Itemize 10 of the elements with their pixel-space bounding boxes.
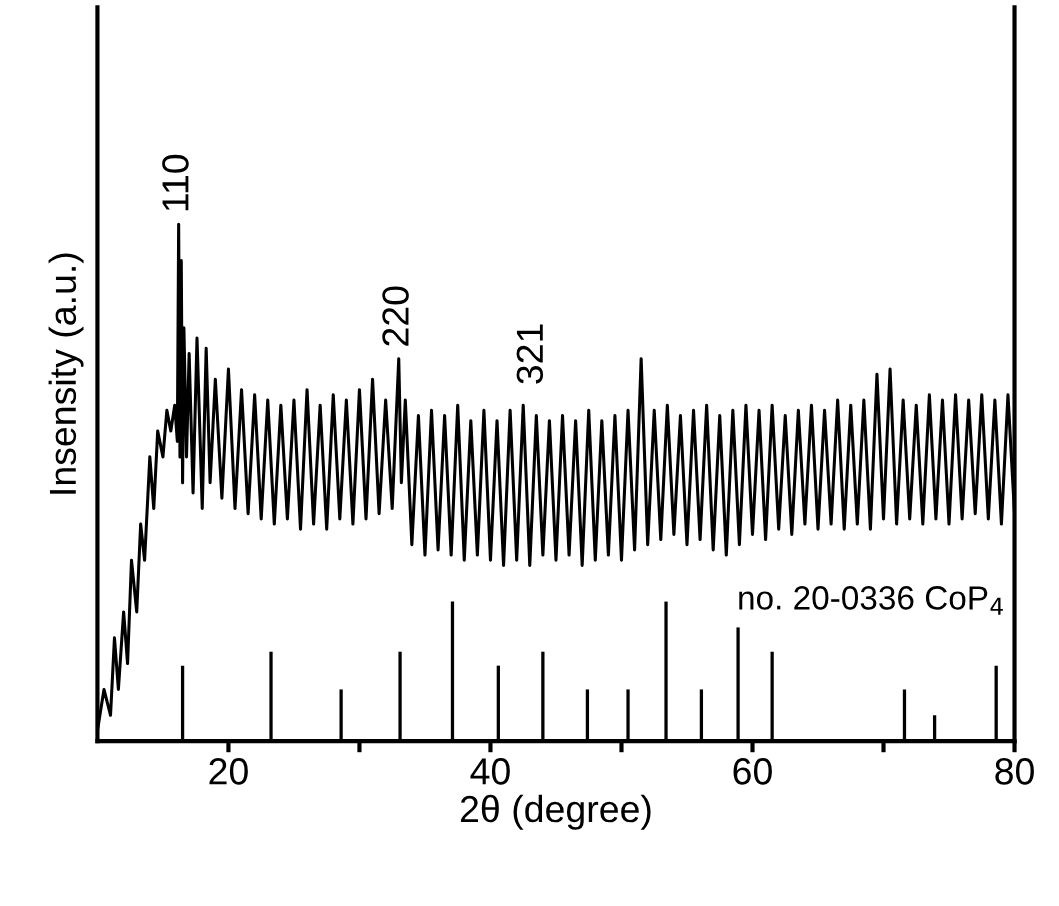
annotation: 321 bbox=[516, 324, 544, 384]
x-tick-label: 40 bbox=[470, 758, 510, 785]
x-tick-label: 80 bbox=[995, 758, 1034, 785]
annotation: 110 bbox=[162, 154, 189, 211]
y-axis-title: Insensity (a.u.) bbox=[48, 253, 84, 494]
x-axis-title: 2θ (degree) bbox=[460, 794, 651, 830]
annotation: no. 20-0336 CoP$_{4}$ bbox=[739, 586, 1003, 615]
x-tick-label: 20 bbox=[209, 758, 248, 785]
x-tick-label: 60 bbox=[733, 758, 772, 785]
annotation: 220 bbox=[382, 286, 409, 346]
